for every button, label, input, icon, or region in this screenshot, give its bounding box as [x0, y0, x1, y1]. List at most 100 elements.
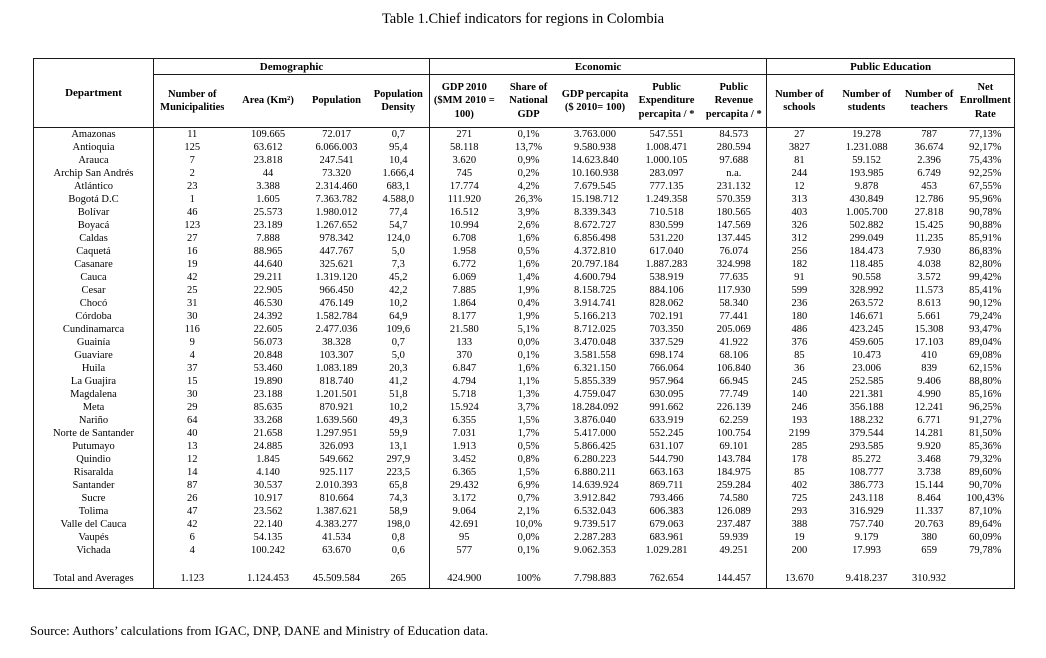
group-header-economic: Economic — [429, 58, 768, 75]
cell-value: 388 — [791, 519, 808, 530]
cell-value: 22.140 — [253, 519, 283, 530]
cell-value: 31 — [187, 298, 198, 309]
cell-value: 6,9% — [517, 480, 540, 491]
cell-value: 8.672.727 — [574, 220, 617, 231]
cell-value: 92,17% — [969, 142, 1002, 153]
cell-value: 86,83% — [969, 246, 1002, 257]
cell-value: 552.245 — [649, 428, 684, 439]
cell-value: 77,4 — [367, 206, 431, 219]
cell-value: 631.107 — [649, 441, 684, 452]
table-row: Córdoba 30 24.392 1.582.784 64,9 8.177 1,9% 5.1… — [33, 310, 1015, 323]
cell-value: 402 — [791, 480, 808, 491]
cell-value: 5.718 — [452, 389, 477, 400]
cell-value: 59.939 — [701, 531, 768, 544]
cell-value: 0,7 — [367, 127, 431, 141]
cell-value: 379.544 — [849, 428, 884, 439]
cell-value: 140 — [791, 389, 808, 400]
cell-value: 3.581.558 — [574, 350, 617, 361]
cell-value: 56.073 — [253, 337, 283, 348]
spacer-cell — [429, 557, 768, 568]
cell-value: 0,0% — [517, 532, 540, 543]
cell-value: 85,16% — [969, 389, 1002, 400]
table-row: Quindio 12 1.845 549.662 297,9 3.452 0,8% 6.280… — [33, 453, 1015, 466]
column-header: GDP 2010 ($MM 2010 = 100) — [429, 74, 499, 128]
cell-value: 16.512 — [449, 207, 479, 218]
cell-value: 1.249.358 — [645, 194, 688, 205]
table-row: Archip San Andrés 2 44 73.320 1.666,4 745 0,2%… — [33, 167, 1015, 180]
cell-value: 54,7 — [367, 219, 431, 232]
cell-value: 683.961 — [649, 532, 684, 543]
cell-value: 24.885 — [253, 441, 283, 452]
cell-value: 6.772 — [452, 259, 477, 270]
cell-value: 285 — [791, 441, 808, 452]
cell-value: 1,7% — [517, 428, 540, 439]
cell-value: 328.992 — [849, 285, 884, 296]
table-row: Casanare 19 44.640 325.621 7,3 6.772 1,6% 20.79… — [33, 258, 1015, 271]
cell-value: 97.688 — [701, 154, 768, 167]
cell-value: 966.450 — [319, 285, 354, 296]
cell-value: 26,3% — [514, 194, 543, 205]
cell-value: 259.284 — [701, 479, 768, 492]
cell-value: 0,7% — [517, 493, 540, 504]
cell-value: 19 — [187, 259, 198, 270]
cell-value: 263.572 — [849, 298, 884, 309]
cell-value: 1.124.453 — [247, 573, 289, 584]
cell-department: Cauca — [33, 271, 154, 284]
cell-value: 633.919 — [649, 415, 684, 426]
cell-value: 193.985 — [849, 168, 884, 179]
cell-value: 144.457 — [701, 568, 768, 589]
table-row: Cesar 25 22.905 966.450 42,2 7.885 1,9% 8.158.7… — [33, 284, 1015, 297]
column-header: Number of schools — [766, 74, 832, 128]
cell-value: 280.594 — [701, 141, 768, 154]
cell-value: 538.919 — [649, 272, 684, 283]
cell-value: 59,9 — [367, 427, 431, 440]
cell-value: 118.485 — [849, 259, 884, 270]
cell-value: 47 — [187, 506, 198, 517]
cell-value: 1.958 — [452, 246, 477, 257]
cell-value: 15.924 — [449, 402, 479, 413]
group-header-public-education: Public Education — [766, 58, 1015, 75]
cell-value: 10,4 — [367, 154, 431, 167]
cell-value: 17.774 — [449, 181, 479, 192]
cell-value: 184.975 — [701, 466, 768, 479]
cell-value: 630.095 — [649, 389, 684, 400]
cell-value: 60,09% — [969, 532, 1002, 543]
cell-department: Arauca — [33, 154, 154, 167]
cell-value: 4.038 — [917, 259, 941, 270]
spacer-row — [33, 557, 1015, 568]
cell-value: 79,78% — [969, 545, 1002, 556]
cell-value: 293.585 — [849, 441, 884, 452]
cell-department: Bogotá D.C — [33, 193, 154, 206]
cell-value: 3.572 — [917, 272, 941, 283]
cell-value: 1,6% — [517, 259, 540, 270]
cell-value: 679.063 — [649, 519, 684, 530]
cell-value: 386.773 — [849, 480, 884, 491]
cell-value: 502.882 — [849, 220, 884, 231]
cell-department: Cesar — [33, 284, 154, 297]
cell-value: 599 — [791, 285, 808, 296]
cell-value: 2,1% — [517, 506, 540, 517]
column-header: Area (Km²) — [230, 74, 306, 128]
cell-value: 3.172 — [452, 493, 477, 504]
cell-value: 757.740 — [849, 519, 884, 530]
cell-value: 6.532.043 — [574, 506, 617, 517]
cell-value: 356.188 — [849, 402, 884, 413]
cell-value: 256 — [791, 246, 808, 257]
cell-value: 74,3 — [367, 492, 431, 505]
cell-value: 193 — [791, 415, 808, 426]
cell-value: 430.849 — [849, 194, 884, 205]
cell-value: 21.658 — [253, 428, 283, 439]
cell-value: 44 — [262, 168, 274, 179]
cell-value: 6.880.211 — [574, 467, 616, 478]
column-header: Public Expenditure percapita / * — [631, 74, 702, 128]
cell-value: 884.106 — [649, 285, 684, 296]
cell-value: 6.280.223 — [574, 454, 617, 465]
cell-value: 90,12% — [969, 298, 1002, 309]
cell-value: 0,9% — [517, 155, 540, 166]
cell-value: 198,0 — [367, 518, 431, 531]
cell-value: 0,1% — [517, 129, 540, 140]
cell-value: 188.232 — [849, 415, 884, 426]
cell-value: 793.466 — [649, 493, 684, 504]
table-row: Putumayo 13 24.885 326.093 13,1 1.913 0,5% 5.86… — [33, 440, 1015, 453]
cell-value: 106.840 — [701, 362, 768, 375]
